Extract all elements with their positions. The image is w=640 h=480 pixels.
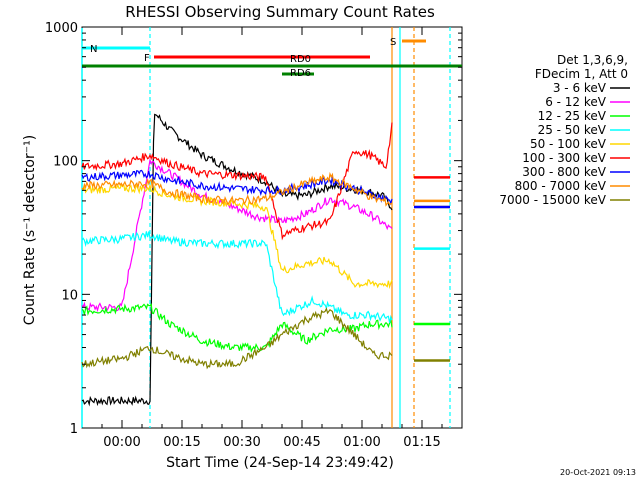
series-line <box>81 171 393 207</box>
series-line <box>81 182 393 290</box>
y-tick-label: 10 <box>61 288 78 303</box>
series-line <box>81 303 393 354</box>
legend-label: 7000 - 15000 keV <box>499 193 606 207</box>
chart-title: RHESSI Observing Summary Count Rates <box>125 3 435 21</box>
flag-label-rd0: RD0 <box>290 54 311 65</box>
legend-label: 50 - 100 keV <box>530 137 607 151</box>
x-tick-label: 01:00 <box>343 435 380 450</box>
x-tick-label: 00:00 <box>103 435 140 450</box>
legend-label: 25 - 50 keV <box>538 123 607 137</box>
flag-label-s: S <box>390 37 396 48</box>
y-tick-label: 100 <box>53 155 78 170</box>
plot-frame <box>81 26 463 429</box>
flag-layer: N F S RD6 RD0 <box>81 27 462 428</box>
y-tick-label: 1000 <box>45 21 78 36</box>
x-tick-label: 00:15 <box>163 435 200 450</box>
legend-label: 6 - 12 keV <box>545 95 607 109</box>
x-axis-label: Start Time (24-Sep-14 23:49:42) <box>166 455 394 471</box>
y-axis-label: Count Rate (s⁻¹ detector⁻¹) <box>22 135 38 325</box>
series-line <box>81 122 393 241</box>
legend-label: 12 - 25 keV <box>538 109 607 123</box>
series-line <box>81 307 393 370</box>
tick-layer: 1 10 100 1000 00:00 00:15 00:30 00:45 01:00 01:15 <box>45 21 462 450</box>
legend: Det 1,3,6,9, FDecim 1, Att 0 3 - 6 keV6 … <box>499 53 630 207</box>
legend-header-line-1: Det 1,3,6,9, <box>557 53 628 67</box>
footer-timestamp: 20-Oct-2021 09:13 <box>560 468 636 477</box>
series-line <box>81 113 393 407</box>
legend-header-line-2: FDecim 1, Att 0 <box>535 67 628 81</box>
x-tick-label: 00:30 <box>223 435 260 450</box>
plot-area <box>81 26 463 429</box>
y-tick-label: 1 <box>70 422 78 437</box>
legend-label: 800 - 7000 keV <box>515 179 607 193</box>
series-line <box>81 169 393 206</box>
legend-label: 300 - 800 keV <box>522 165 606 179</box>
x-tick-label: 00:45 <box>283 435 320 450</box>
legend-label: 100 - 300 keV <box>522 151 606 165</box>
flag-label-f: F <box>144 53 150 64</box>
series-line <box>81 231 393 323</box>
x-tick-label: 01:15 <box>403 435 440 450</box>
flag-label-rd6: RD6 <box>290 68 311 79</box>
flag-label-n: N <box>90 44 97 55</box>
series-layer <box>81 113 450 407</box>
legend-label: 3 - 6 keV <box>553 81 607 95</box>
